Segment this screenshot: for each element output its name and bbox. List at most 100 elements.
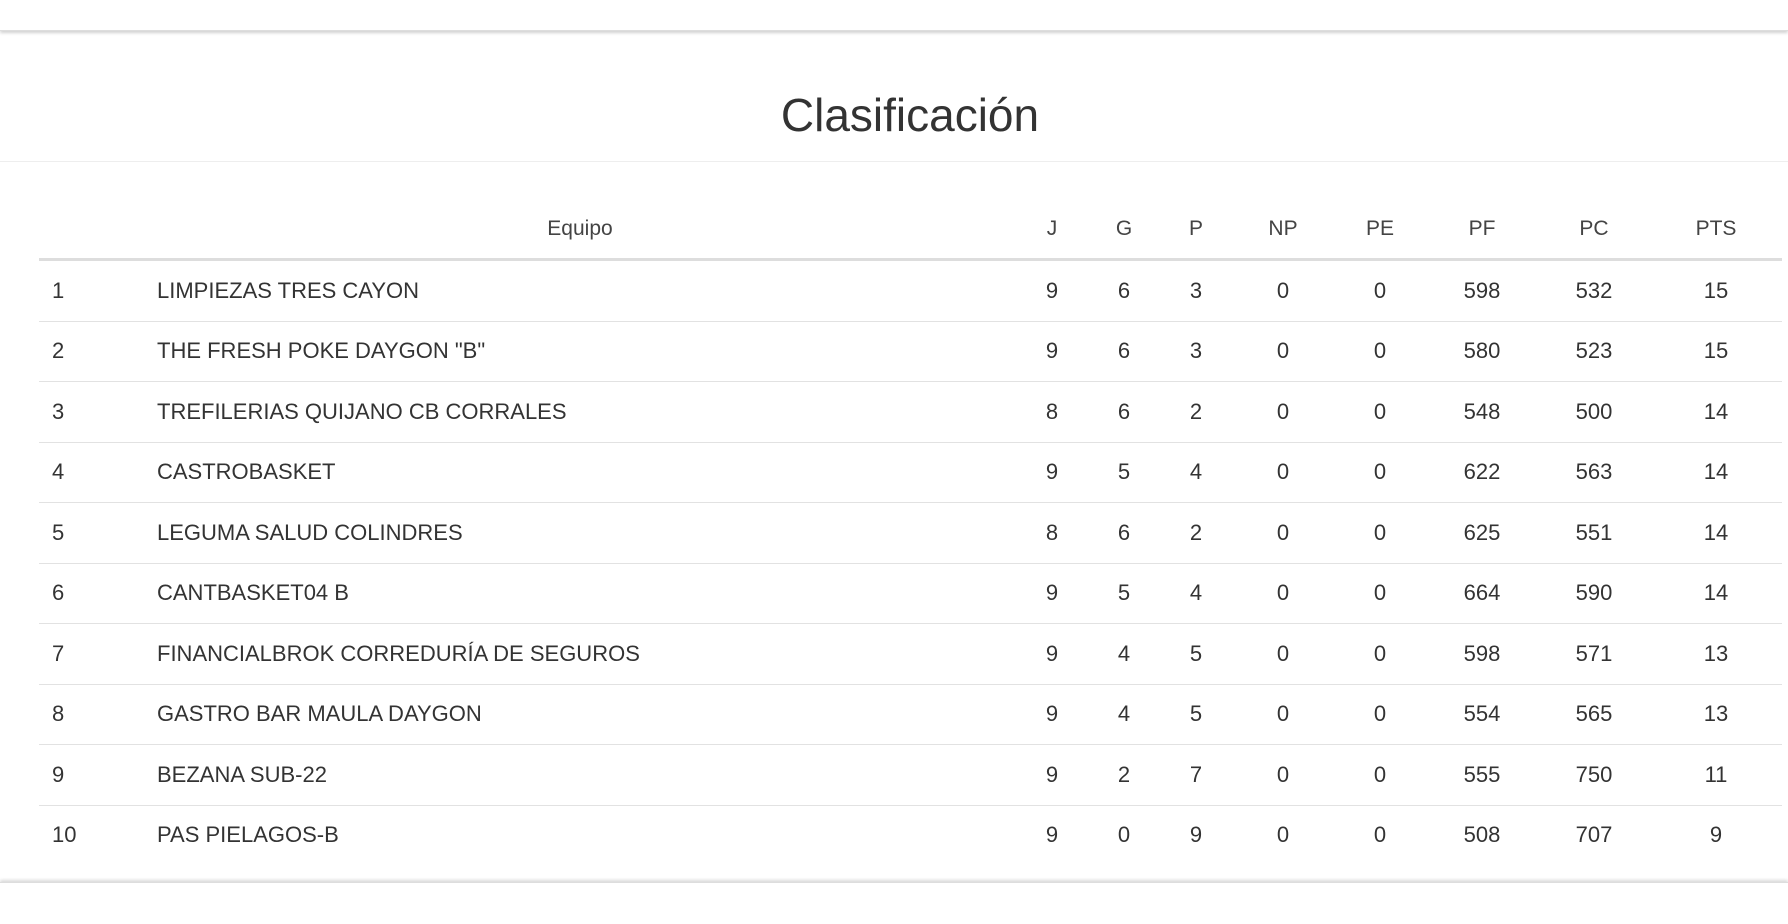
stat-cell: 0 <box>1334 684 1426 745</box>
stat-cell: 554 <box>1426 684 1538 745</box>
stat-cell: 15 <box>1650 259 1782 322</box>
table-row: 10 PAS PIELAGOS-B 9 0 9 0 0 508 707 9 <box>39 805 1782 865</box>
position-cell: 2 <box>39 321 144 382</box>
stat-cell: 6 <box>1088 321 1160 382</box>
stat-cell: 7 <box>1160 744 1232 806</box>
table-row: 6 CANTBASKET04 B 9 5 4 0 0 664 590 14 <box>39 563 1782 624</box>
stat-cell: 0 <box>1232 259 1334 322</box>
stat-cell: 590 <box>1538 563 1650 624</box>
top-bar <box>0 0 1788 31</box>
stat-cell: 4 <box>1160 442 1232 503</box>
stat-cell: 548 <box>1426 381 1538 443</box>
stat-cell: 0 <box>1334 744 1426 806</box>
column-header: NP <box>1232 200 1334 261</box>
position-cell: 7 <box>39 623 144 685</box>
stat-cell: 625 <box>1426 502 1538 564</box>
table-row: 4 CASTROBASKET 9 5 4 0 0 622 563 14 <box>39 442 1782 503</box>
stat-cell: 5 <box>1088 563 1160 624</box>
table-row: 2 THE FRESH POKE DAYGON "B" 9 6 3 0 0 580 523 15 <box>39 321 1782 382</box>
column-header: PF <box>1426 200 1538 261</box>
stat-cell: 0 <box>1334 502 1426 564</box>
position-cell: 6 <box>39 563 144 624</box>
table-header: Equipo J G P NP PE PF PC PTS <box>39 200 1782 261</box>
stat-cell: 14 <box>1650 563 1782 624</box>
stat-cell: 6 <box>1088 502 1160 564</box>
stat-cell: 0 <box>1232 442 1334 503</box>
page-title: Clasificación <box>780 89 1040 141</box>
stat-cell: 3 <box>1160 321 1232 382</box>
stat-cell: 0 <box>1334 563 1426 624</box>
stat-cell: 14 <box>1650 381 1782 443</box>
position-cell: 10 <box>52 822 77 848</box>
stat-cell: 563 <box>1538 442 1650 503</box>
stat-cell: 555 <box>1426 744 1538 806</box>
team-name-cell: LEGUMA SALUD COLINDRES <box>144 502 1016 564</box>
stat-cell: 2 <box>1088 744 1160 806</box>
stat-cell: 6 <box>1088 381 1160 443</box>
position-cell: 8 <box>39 684 144 745</box>
stat-cell: 523 <box>1538 321 1650 382</box>
bottom-bar <box>0 882 1788 924</box>
stat-cell: 508 <box>1463 822 1501 848</box>
stat-cell: 2 <box>1160 502 1232 564</box>
stat-cell: 0 <box>1373 822 1387 848</box>
stat-cell: 9 <box>1016 744 1088 806</box>
stat-cell: 5 <box>1160 684 1232 745</box>
column-header: PC <box>1538 200 1650 261</box>
team-name-cell: GASTRO BAR MAULA DAYGON <box>144 684 1016 745</box>
stat-cell: 0 <box>1232 744 1334 806</box>
stat-cell: 580 <box>1426 321 1538 382</box>
stat-cell: 0 <box>1276 822 1290 848</box>
stat-cell: 5 <box>1160 623 1232 685</box>
stat-cell: 532 <box>1538 259 1650 322</box>
table-row: 3 TREFILERIAS QUIJANO CB CORRALES 8 6 2 0 0 548… <box>39 381 1782 443</box>
stat-cell: 11 <box>1650 744 1782 806</box>
stat-cell: 4 <box>1088 623 1160 685</box>
stat-cell: 0 <box>1232 502 1334 564</box>
stat-cell: 0 <box>1334 321 1426 382</box>
stat-cell: 0 <box>1334 381 1426 443</box>
stat-cell: 0 <box>1232 381 1334 443</box>
stat-cell: 500 <box>1538 381 1650 443</box>
stat-cell: 0 <box>1334 259 1426 322</box>
stat-cell: 9 <box>1016 563 1088 624</box>
stat-cell: 598 <box>1426 259 1538 322</box>
stat-cell: 9 <box>1016 442 1088 503</box>
standings-table: Equipo J G P NP PE PF PC PTS 1 LIMPIEZAS TRES CAY… <box>39 200 1782 865</box>
team-name-cell: CANTBASKET04 B <box>144 563 1016 624</box>
position-cell: 1 <box>39 259 144 322</box>
stat-cell: 9 <box>1016 259 1088 322</box>
stat-cell: 551 <box>1538 502 1650 564</box>
team-name-cell: FINANCIALBROK CORREDURÍA DE SEGUROS <box>144 623 1016 685</box>
stat-cell: 9 <box>1189 822 1203 848</box>
stat-cell: 9 <box>1016 321 1088 382</box>
column-header: PE <box>1334 200 1426 261</box>
stat-cell: 0 <box>1334 442 1426 503</box>
column-header: G <box>1088 200 1160 261</box>
position-cell: 5 <box>39 502 144 564</box>
table-row: 9 BEZANA SUB-22 9 2 7 0 0 555 750 11 <box>39 744 1782 806</box>
stat-cell: 0 <box>1232 321 1334 382</box>
stat-cell: 0 <box>1232 684 1334 745</box>
stat-cell: 0 <box>1232 563 1334 624</box>
team-name-cell: LIMPIEZAS TRES CAYON <box>144 259 1016 322</box>
table-row: 7 FINANCIALBROK CORREDURÍA DE SEGUROS 9 4 5 0… <box>39 623 1782 685</box>
stat-cell: 750 <box>1538 744 1650 806</box>
column-header <box>39 200 144 261</box>
stat-cell: 565 <box>1538 684 1650 745</box>
stat-cell: 13 <box>1650 684 1782 745</box>
stat-cell: 14 <box>1650 502 1782 564</box>
stat-cell: 571 <box>1538 623 1650 685</box>
stat-cell: 4 <box>1088 684 1160 745</box>
position-cell: 9 <box>39 744 144 806</box>
stat-cell: 14 <box>1650 442 1782 503</box>
stat-cell: 9 <box>1016 684 1088 745</box>
divider <box>0 161 1788 162</box>
stat-cell: 4 <box>1160 563 1232 624</box>
table-row: 5 LEGUMA SALUD COLINDRES 8 6 2 0 0 625 551 14 <box>39 502 1782 564</box>
stat-cell: 0 <box>1232 623 1334 685</box>
stat-cell: 8 <box>1016 381 1088 443</box>
stat-cell: 6 <box>1088 259 1160 322</box>
stat-cell: 0 <box>1117 822 1131 848</box>
position-cell: 4 <box>39 442 144 503</box>
